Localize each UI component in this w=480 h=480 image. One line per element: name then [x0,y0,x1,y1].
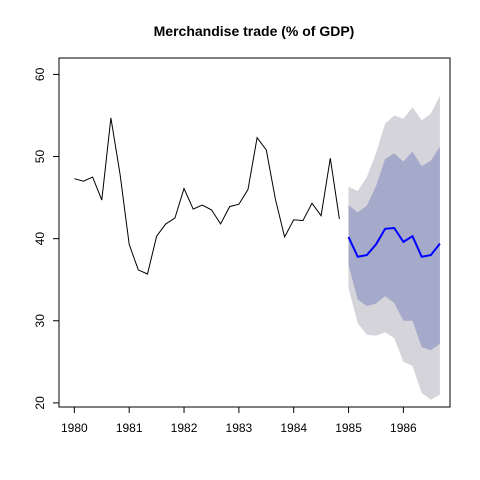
y-tick-label: 60 [33,67,47,81]
observed-series-line [74,117,340,275]
x-tick-label: 1985 [335,421,362,435]
series-lines [74,117,441,275]
y-tick-label: 30 [33,314,47,328]
plot-frame [58,57,451,408]
x-tick-label: 1986 [390,421,417,435]
axes: 1980 1981 1982 1983 1984 1985 1986 20 30 40 50 60 [33,67,417,435]
y-tick-label: 40 [33,232,47,246]
x-tick-label: 1982 [171,421,198,435]
x-tick-label: 1980 [61,421,88,435]
x-tick-label: 1984 [280,421,307,435]
x-tick-label: 1981 [116,421,143,435]
prediction-bands [348,95,440,400]
y-tick-label: 50 [33,150,47,164]
x-tick-label: 1983 [226,421,253,435]
chart-title: Merchandise trade (% of GDP) [154,23,355,39]
prediction-band-80 [348,146,440,351]
y-tick-label: 20 [33,396,47,410]
forecast-mean-line [347,226,441,258]
